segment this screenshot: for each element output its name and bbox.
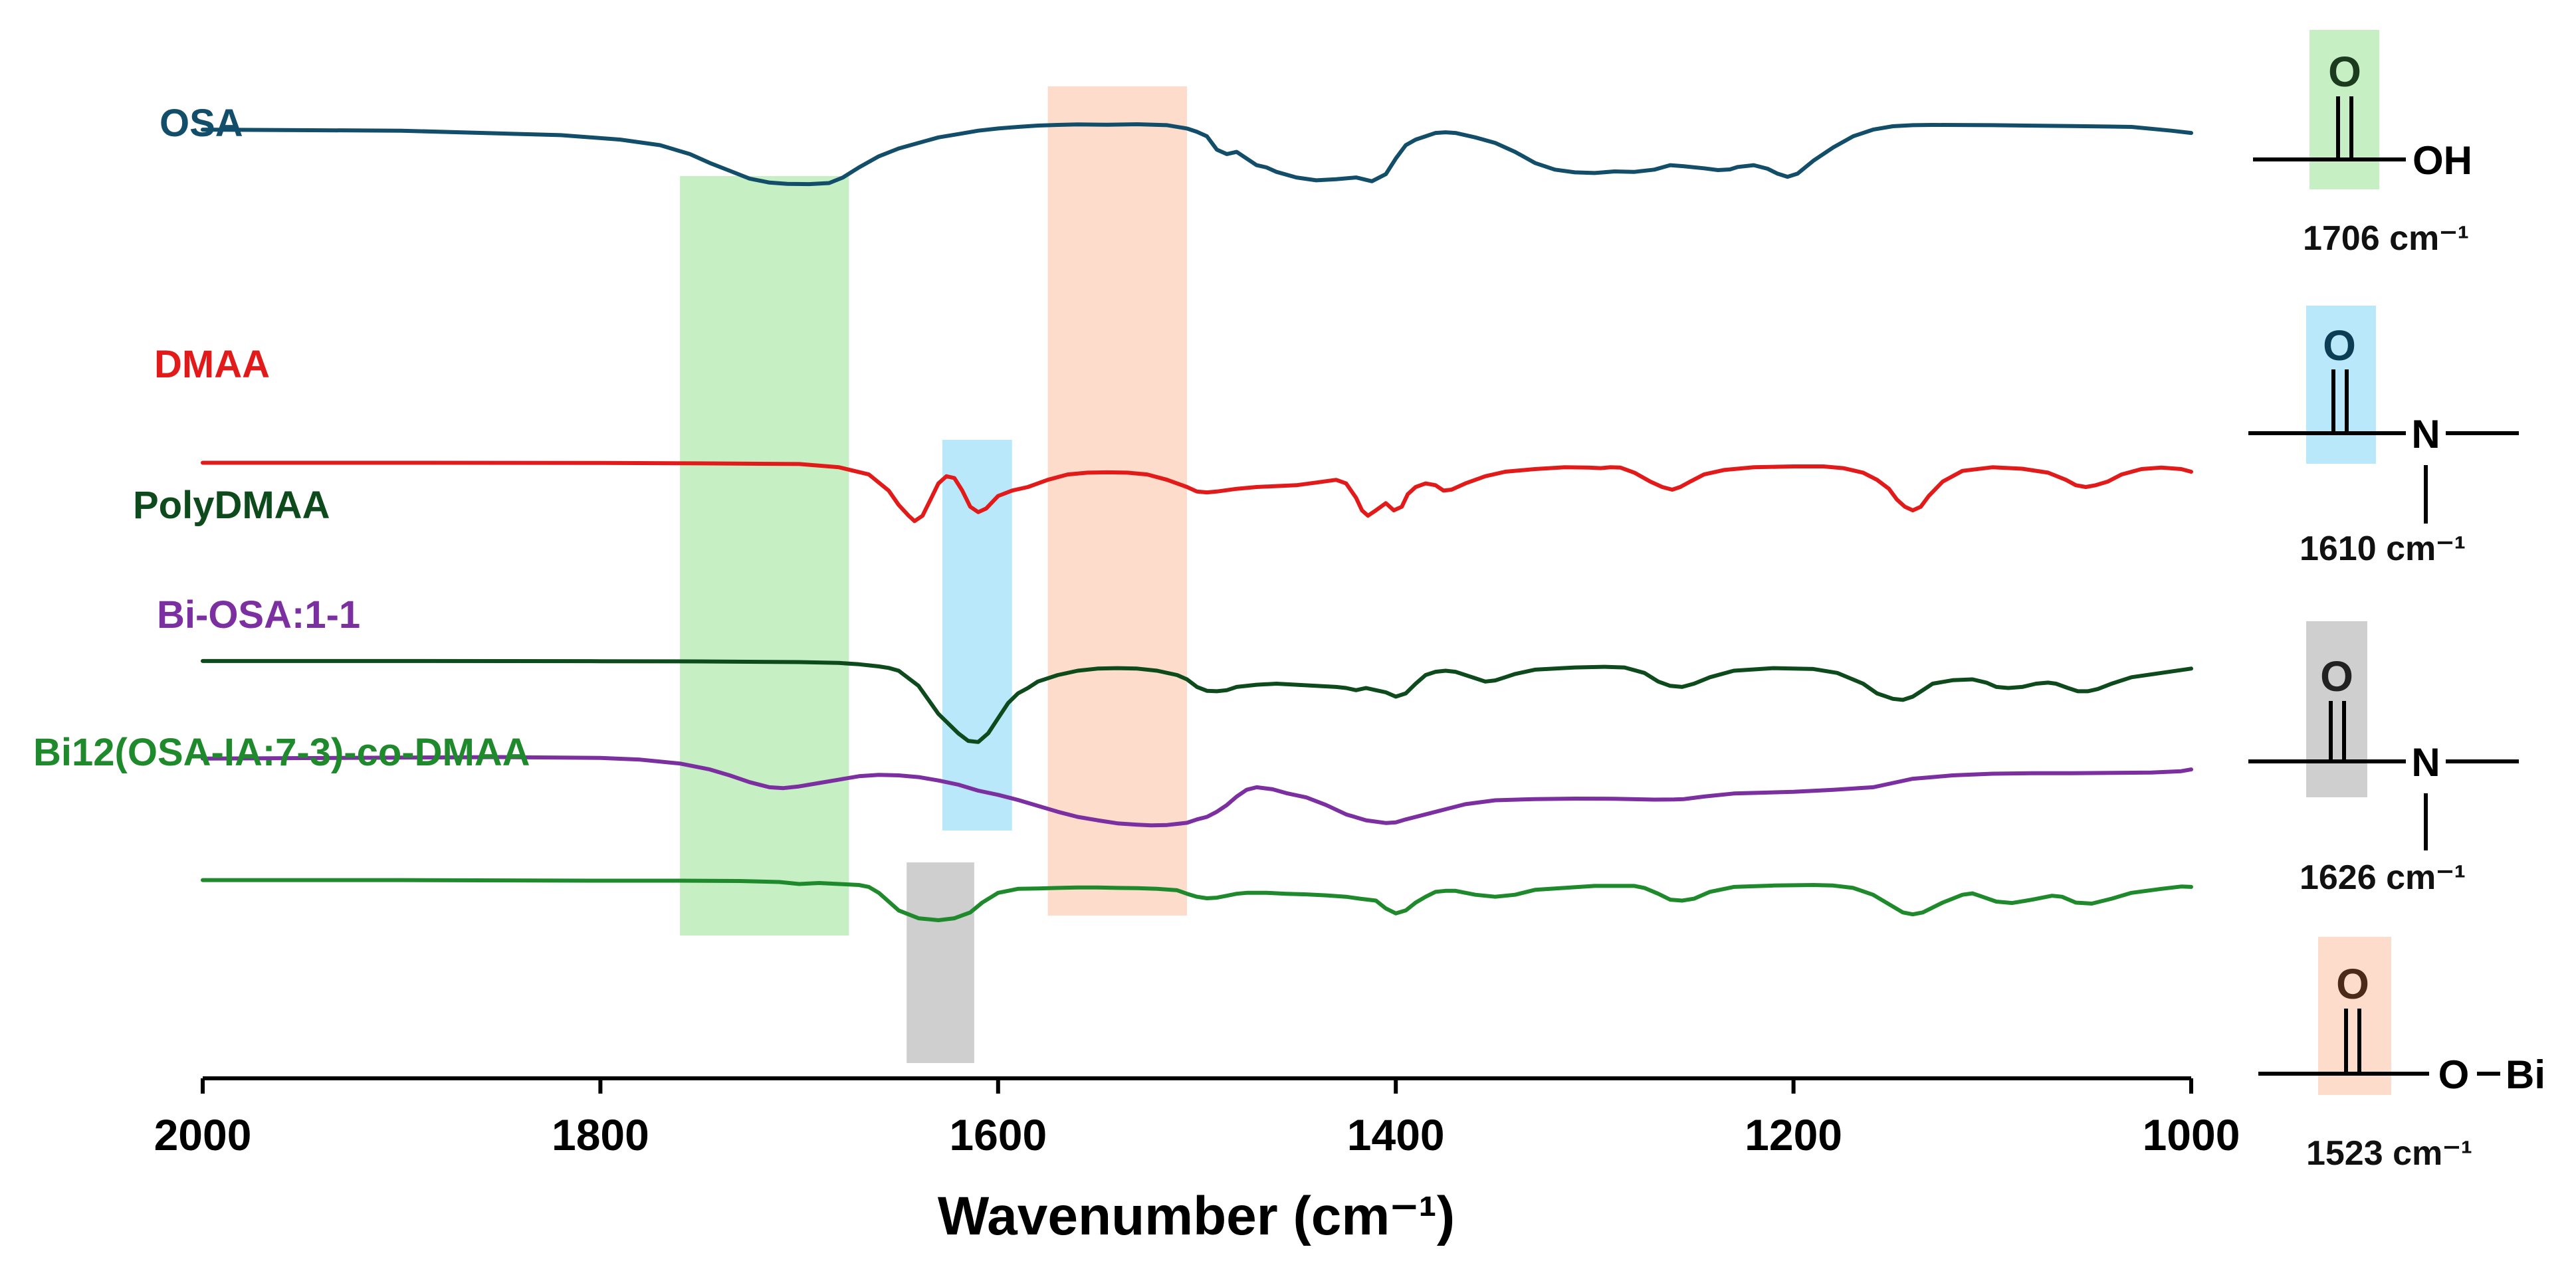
x-tick-label-1800: 1800 xyxy=(552,1110,649,1159)
ester-oxygen: O xyxy=(2438,1052,2470,1097)
highlight-band-1646-1612 xyxy=(907,862,974,1063)
series-line-bi12-osa-ia-7-3-co-dmaa xyxy=(201,878,2193,922)
series-label-bi12-copolymer: Bi12(OSA-IA:7-3)-co-DMAA xyxy=(33,731,530,774)
highlight-band-1760-1675 xyxy=(680,176,849,935)
series-label-bi-osa: Bi-OSA:1-1 xyxy=(157,593,360,637)
x-axis-title: Wavenumber (cm⁻¹) xyxy=(938,1186,1455,1246)
x-tick-label-2000: 2000 xyxy=(154,1110,252,1159)
x-tick-label-1600: 1600 xyxy=(949,1110,1047,1159)
highlight-bands xyxy=(680,86,1188,1063)
series-label-dmaa: DMAA xyxy=(154,343,270,386)
nitrogen-atom: N xyxy=(2411,412,2440,456)
nitrogen-atom: N xyxy=(2411,740,2440,785)
annotation-1706: O OH 1706 cm⁻¹ xyxy=(2253,30,2472,258)
annotation-box xyxy=(2306,306,2376,464)
carbonyl-oxygen: O xyxy=(2328,48,2361,96)
bismuth-atom: Bi xyxy=(2506,1052,2545,1097)
series-line-polydmaa xyxy=(201,658,2193,744)
spectra-series xyxy=(201,122,2193,922)
wavenumber-label: 1706 cm⁻¹ xyxy=(2303,219,2469,258)
x-tick-label-1400: 1400 xyxy=(1347,1110,1445,1159)
series-line-bi-osa-1-1 xyxy=(201,755,2193,828)
hydroxyl-group: OH xyxy=(2413,138,2472,183)
x-tick-label-1000: 1000 xyxy=(2143,1110,2240,1159)
carbonyl-oxygen: O xyxy=(2320,652,2353,700)
wavenumber-label: 1523 cm⁻¹ xyxy=(2306,1134,2472,1173)
annotation-box xyxy=(2306,621,2367,797)
series-line-osa xyxy=(201,122,2193,187)
annotation-1523: O O Bi 1523 cm⁻¹ xyxy=(2258,937,2545,1173)
annotation-1610: O N 1610 cm⁻¹ xyxy=(2248,306,2519,568)
x-axis-ticks: 2000 1800 1600 1400 1200 1000 xyxy=(154,1078,2240,1159)
annotation-box xyxy=(2318,937,2391,1095)
highlight-band-1628-1593 xyxy=(942,440,1012,831)
annotation-1626: O N 1626 cm⁻¹ xyxy=(2248,621,2519,897)
annotation-box xyxy=(2309,30,2379,189)
x-axis: 2000 1800 1600 1400 1200 1000 Wavenumber (cm⁻… xyxy=(154,1076,2240,1246)
wavenumber-label: 1626 cm⁻¹ xyxy=(2300,858,2466,897)
wavenumber-label: 1610 cm⁻¹ xyxy=(2300,530,2466,568)
carbonyl-oxygen: O xyxy=(2336,960,2369,1008)
series-labels: OSA DMAA PolyDMAA Bi-OSA:1-1 Bi12(OSA-IA… xyxy=(33,102,530,774)
series-label-polydmaa: PolyDMAA xyxy=(133,484,330,527)
series-line-dmaa xyxy=(201,460,2193,524)
x-tick-label-1200: 1200 xyxy=(1745,1110,1842,1159)
highlight-band-1575-1505 xyxy=(1047,86,1188,916)
series-label-osa: OSA xyxy=(160,102,243,145)
carbonyl-oxygen: O xyxy=(2323,322,2356,369)
